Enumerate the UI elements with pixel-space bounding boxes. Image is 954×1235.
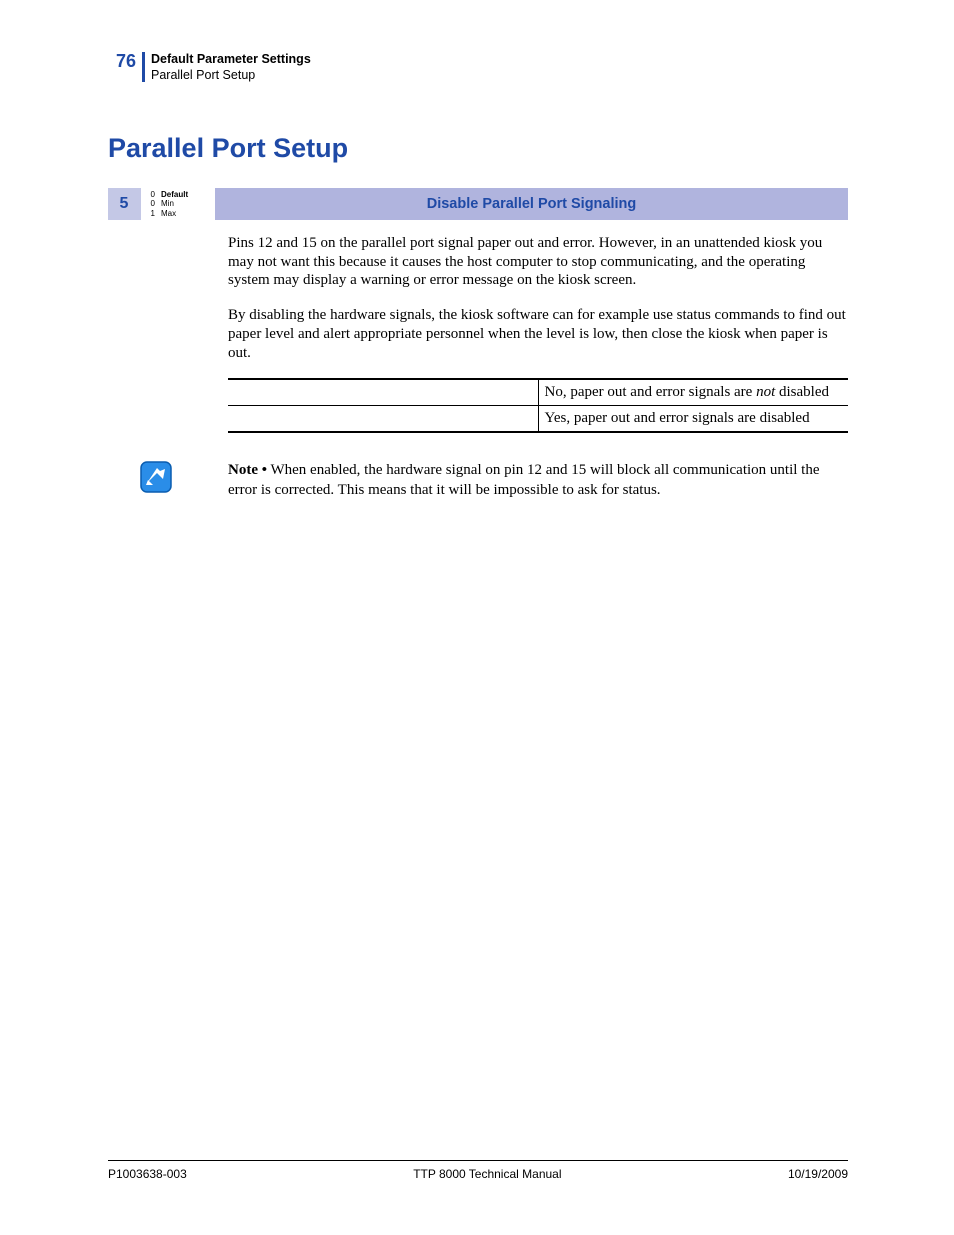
page-header: 76 Default Parameter Settings Parallel P…	[108, 52, 848, 83]
body-paragraph: By disabling the hardware signals, the k…	[228, 306, 848, 362]
cell-text: No, paper out and error signals are	[545, 384, 757, 400]
footer-center: TTP 8000 Technical Manual	[413, 1167, 561, 1181]
param-max-label: Max	[161, 209, 176, 218]
section-title: Parallel Port Setup	[108, 133, 848, 164]
param-default-label: Default	[161, 190, 188, 199]
header-subtitle: Parallel Port Setup	[151, 68, 311, 84]
cell-text-em: not	[756, 384, 775, 400]
note-icon	[140, 461, 172, 493]
footer-right: 10/19/2009	[788, 1167, 848, 1181]
parameter-number: 5	[108, 188, 141, 220]
page-footer: P1003638-003 TTP 8000 Technical Manual 1…	[108, 1160, 848, 1181]
param-min-label: Min	[161, 199, 174, 208]
parameter-title: Disable Parallel Port Signaling	[215, 188, 848, 220]
table-row: No, paper out and error signals are not …	[228, 379, 848, 406]
note-text: Note • When enabled, the hardware signal…	[228, 461, 848, 500]
note-label: Note •	[228, 462, 267, 478]
header-divider	[142, 52, 145, 82]
parameter-header: 5 0 Default 0 Min 1 Max Disable Parallel Po…	[108, 188, 848, 220]
table-cell: No, paper out and error signals are not …	[538, 379, 848, 406]
parameter-range: 0 Default 0 Min 1 Max	[141, 188, 215, 220]
body-paragraph: Pins 12 and 15 on the parallel port sign…	[228, 234, 848, 290]
note-body: When enabled, the hardware signal on pin…	[228, 462, 820, 498]
footer-left: P1003638-003	[108, 1167, 187, 1181]
param-default-value: 0	[147, 190, 155, 199]
param-min-value: 0	[147, 199, 155, 208]
table-row: Yes, paper out and error signals are dis…	[228, 406, 848, 433]
param-max-value: 1	[147, 209, 155, 218]
table-cell: Yes, paper out and error signals are dis…	[538, 406, 848, 433]
cell-text: disabled	[775, 384, 829, 400]
page-number: 76	[108, 52, 136, 70]
table-cell	[228, 379, 538, 406]
value-table: No, paper out and error signals are not …	[228, 378, 848, 433]
table-cell	[228, 406, 538, 433]
header-title: Default Parameter Settings	[151, 52, 311, 68]
